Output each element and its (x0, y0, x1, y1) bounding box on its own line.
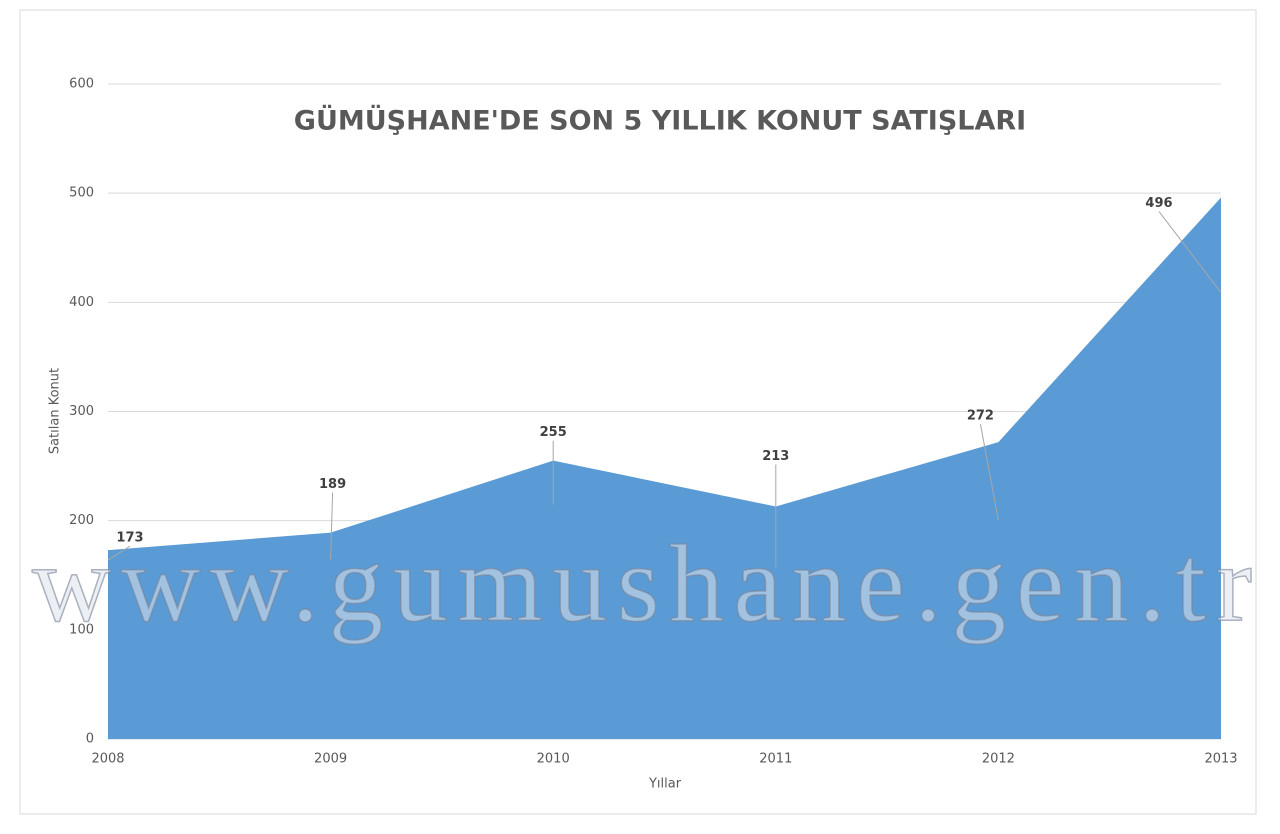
x-tick-label: 2013 (1204, 752, 1237, 767)
leader-line (979, 423, 999, 521)
x-tick-label: 2009 (314, 752, 347, 767)
labels: 2008 173 2009 189 2010 255 2011 213 2012 272 2013 4… (91, 196, 1237, 766)
x-tick-label: 2010 (537, 752, 570, 767)
x-axis-title: Yıllar (648, 777, 682, 792)
area (108, 197, 1221, 740)
y-tick-label: 500 (69, 186, 94, 201)
data-label: 255 (540, 425, 567, 440)
leader-line (330, 492, 334, 560)
x-tick-label: 2008 (91, 752, 124, 767)
data-label: 173 (116, 531, 143, 546)
data-label: 213 (762, 449, 789, 464)
watermark: www.gumushane.gen.tr (32, 522, 1252, 644)
chart-title: GÜMÜŞHANE'DE SON 5 YILLIK KONUT SATIŞLAR… (294, 104, 1026, 137)
leader-line (1158, 211, 1222, 293)
y-tick-label: 100 (69, 622, 94, 637)
data-label: 272 (967, 409, 994, 424)
y-axis-title: Satılan Konut (48, 368, 63, 454)
x-tick-label: 2011 (759, 752, 792, 767)
data-label: 496 (1145, 196, 1172, 211)
data-label: 189 (319, 477, 346, 492)
y-tick-label: 600 (69, 77, 94, 92)
leader-line (107, 545, 131, 561)
plot (108, 197, 1221, 740)
y-tick-label: 200 (69, 513, 94, 528)
y-tick-label: 400 (69, 295, 94, 310)
x-tick-label: 2012 (982, 752, 1015, 767)
y-tick-label: 0 (86, 732, 94, 747)
y-tick-label: 300 (69, 404, 94, 419)
